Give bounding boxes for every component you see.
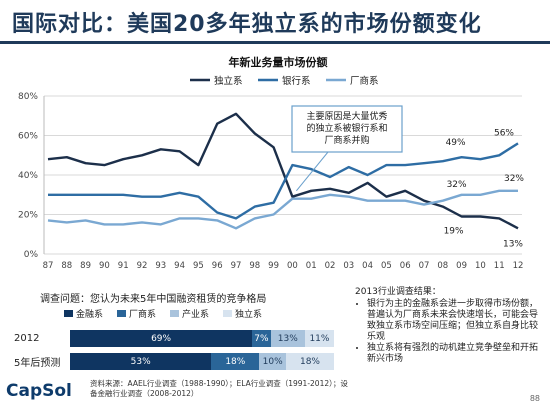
series-lines (47, 112, 519, 230)
survey-question: 调查问题：您认为未来5年中国融资租赁的竞争格局 (40, 294, 267, 305)
stacked-bar: 53% 18% 10% 18% (70, 353, 334, 370)
x-tick-label: 10 (475, 261, 486, 271)
x-tick-label: 94 (174, 261, 185, 271)
survey-legend-item: 厂商系 (117, 307, 156, 320)
x-tick-label: 09 (456, 261, 467, 271)
slide-title: 国际对比：美国20多年独立系的市场份额变化 (12, 12, 482, 37)
annotation-text: 的独立系被银行系和 (306, 122, 387, 134)
x-tick-label: 88 (61, 261, 72, 271)
finding-item: 银行为主的金融系会进一步取得市场份额，普遍认为厂商系未来会快速增长，可能会导致独… (367, 299, 545, 343)
findings-box: 2013行业调查结果： 银行为主的金融系会进一步取得市场份额，普遍认为厂商系未来… (355, 287, 545, 365)
x-tick-label: 11 (494, 261, 505, 271)
y-tick-label: 60% (18, 132, 38, 142)
y-tick-label: 40% (18, 171, 38, 181)
bar-segment: 18% (211, 353, 260, 370)
y-tick-label: 80% (18, 92, 38, 102)
market-share-line-chart: 年新业务量市场份额 独立系 银行系 厂商系 0%20%40%60%80% 87 88 8… (18, 55, 525, 271)
bar-segment: 7% (252, 330, 271, 347)
bar-segment: 53% (70, 353, 212, 370)
y-axis-ticks: 0% 20% 40% 60% 80% (18, 92, 38, 260)
x-tick-label: 03 (343, 261, 354, 271)
legend-label: 独立系 (214, 75, 243, 87)
x-tick-label: 12 (513, 261, 524, 271)
data-label: 32% (447, 180, 467, 190)
findings-list: 银行为主的金融系会进一步取得市场份额，普遍认为厂商系未来会快速增长，可能会导致独… (355, 299, 545, 365)
y-tick-label: 0% (24, 250, 39, 260)
x-tick-label: 05 (381, 261, 392, 271)
survey-row-label: 2012 (14, 333, 40, 344)
annotation-box (291, 105, 403, 153)
survey-legend-item: 金融系 (64, 307, 103, 320)
x-tick-label: 97 (231, 261, 242, 271)
survey-legend-label: 厂商系 (129, 310, 157, 320)
data-label: 32% (504, 174, 524, 184)
stacked-bar: 69% 7% 13% 11% (70, 330, 334, 347)
series-line (47, 112, 519, 230)
chart-title: 年新业务量市场份额 (229, 55, 328, 69)
bar-segment: 69% (70, 330, 253, 347)
annotation-text: 主要原因是大量优秀 (306, 110, 387, 122)
x-tick-label: 87 (43, 261, 54, 271)
finding-item: 独立系将有强烈的动机建立竞争壁垒和开拓新兴市场 (367, 343, 545, 365)
x-tick-label: 01 (306, 261, 317, 271)
survey-bar-row: 5年后预测 53% 18% 10% 18% (14, 353, 334, 370)
x-tick-label: 04 (362, 261, 373, 271)
bar-segment: 11% (304, 330, 334, 347)
findings-heading: 2013行业调查结果： (355, 287, 441, 297)
x-tick-label: 08 (437, 261, 448, 271)
y-tick-label: 20% (18, 211, 38, 221)
x-axis-ticks: 87 88 89 90 91 92 93 94 95 96 97 98 99 00 01 02 03 04 05 06… (43, 261, 524, 271)
data-label: 19% (444, 226, 464, 236)
bar-segment: 18% (285, 353, 334, 370)
page-number: 88 (529, 394, 540, 403)
x-tick-label: 93 (155, 261, 166, 271)
survey-legend-swatch (223, 310, 233, 317)
data-labels: 56% 49% 32% 32% 19% 13% (444, 128, 525, 249)
survey-row-label: 5年后预测 (14, 358, 61, 369)
x-tick-label: 98 (249, 261, 260, 271)
survey-legend-swatch (64, 310, 73, 317)
x-tick-label: 00 (287, 261, 298, 271)
survey-legend-swatch (117, 310, 127, 317)
x-tick-label: 90 (99, 261, 110, 271)
survey-legend-label: 独立系 (235, 310, 263, 320)
x-tick-label: 06 (400, 261, 411, 271)
capsol-logo: CapSol (6, 381, 72, 401)
survey-legend-item: 独立系 (223, 307, 262, 320)
x-tick-label: 96 (212, 261, 223, 271)
annotation-pointer (296, 151, 329, 192)
survey-legend-label: 金融系 (76, 310, 104, 320)
source-note: 资料来源：AAEL行业调查（1988-1990）；ELA行业调查（1991-20… (90, 379, 348, 398)
series-line (48, 142, 519, 220)
survey-legend-swatch (170, 310, 180, 317)
x-tick-label: 07 (419, 261, 430, 271)
data-label: 13% (503, 239, 523, 249)
series-line (47, 189, 518, 230)
x-tick-label: 91 (118, 261, 129, 271)
bar-segment: 10% (259, 353, 286, 370)
x-tick-label: 89 (80, 261, 91, 271)
data-label: 49% (446, 138, 466, 148)
x-tick-label: 95 (193, 261, 204, 271)
annotation-text: 厂商系并购 (324, 134, 369, 146)
bar-segment: 13% (270, 330, 305, 347)
survey-legend: 金融系 厂商系 产业系 独立系 (64, 307, 262, 320)
data-label: 56% (494, 128, 514, 138)
survey-legend-label: 产业系 (182, 310, 210, 320)
legend-label: 银行系 (282, 75, 311, 87)
survey-legend-item: 产业系 (170, 307, 209, 320)
x-tick-label: 92 (137, 261, 148, 271)
legend-label: 厂商系 (350, 75, 379, 87)
chart-legend: 独立系 银行系 厂商系 (190, 75, 379, 87)
x-tick-label: 99 (268, 261, 279, 271)
title-divider (0, 41, 550, 44)
x-tick-label: 02 (325, 261, 336, 271)
survey-bar-row: 2012 69% 7% 13% 11% (14, 330, 334, 347)
